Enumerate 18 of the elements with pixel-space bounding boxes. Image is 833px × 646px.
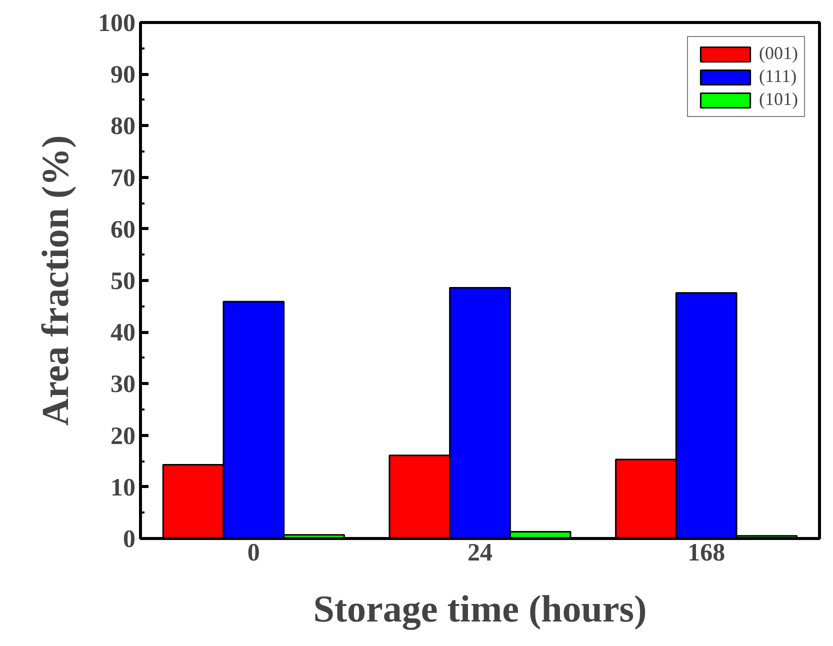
x-tick-label: 24 [468, 540, 493, 566]
legend-label: (111) [759, 66, 797, 87]
y-tick-label: 60 [110, 216, 136, 244]
x-tick-label: 168 [688, 540, 726, 566]
legend-label: (101) [759, 89, 798, 110]
y-tick-label: 20 [110, 422, 136, 450]
y-tick-label: 100 [98, 10, 136, 37]
y-tick-label: 80 [110, 113, 136, 140]
x-axis-title: Storage time (hours) [313, 588, 647, 630]
y-tick-label: 30 [110, 371, 136, 398]
y-axis-title: Area fraction (%) [35, 135, 77, 426]
x-tick-label: 0 [247, 540, 260, 566]
y-tick-label: 70 [110, 164, 136, 192]
y-tick-label: 90 [110, 62, 136, 89]
y-tick-label: 10 [110, 474, 136, 502]
y-tick-label: 40 [110, 320, 136, 347]
y-tick-label: 50 [110, 268, 136, 295]
legend-label: (001) [759, 43, 798, 64]
